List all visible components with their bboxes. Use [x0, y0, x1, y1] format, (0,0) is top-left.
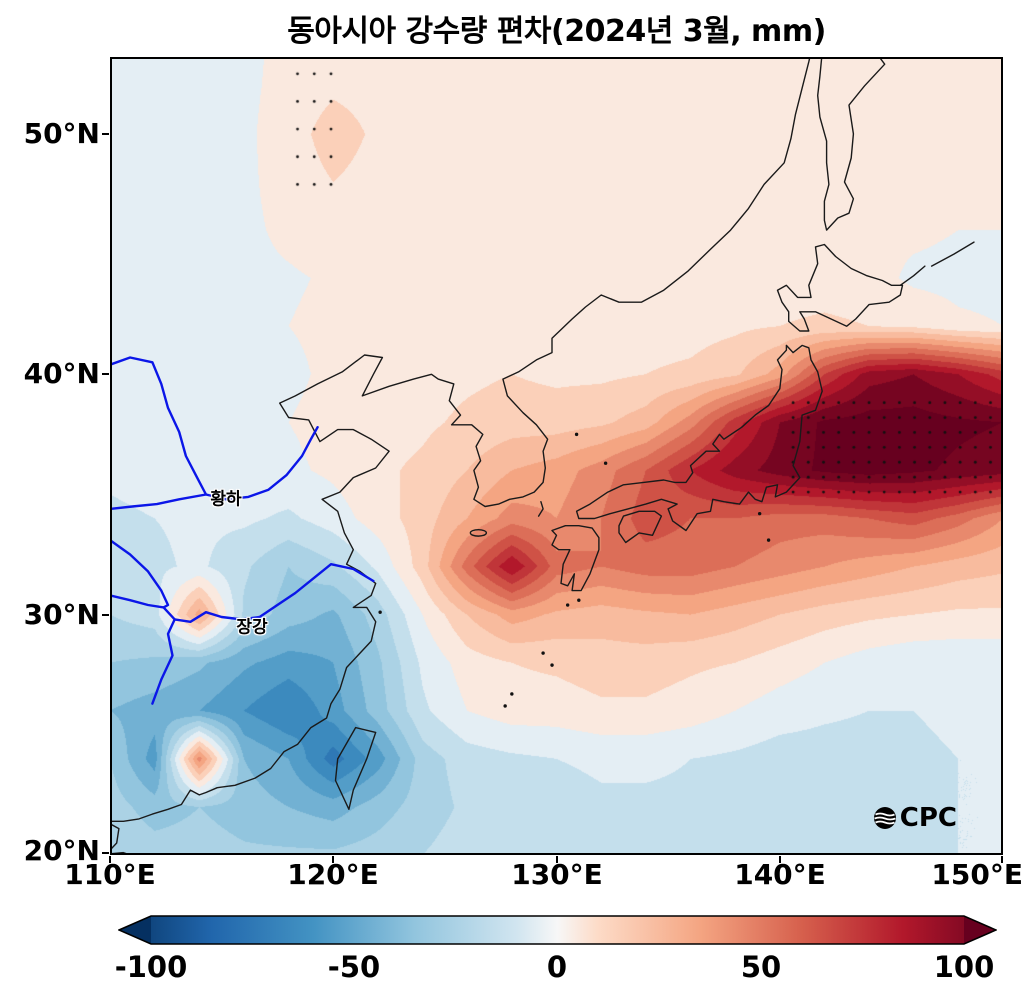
ytick-40n: 40°N [23, 357, 100, 390]
xtickmark [109, 856, 111, 863]
xtick-140e: 140°E [734, 858, 826, 891]
ytickmark [102, 614, 109, 616]
colorbar-left-arrow [119, 916, 151, 944]
xtick-110e: 110°E [64, 858, 156, 891]
coastlines-rivers-overlay [110, 57, 975, 855]
xtick-120e: 120°E [287, 858, 379, 891]
cbar-tick-neg100: -100 [114, 950, 188, 984]
xtickmark [332, 856, 334, 863]
ytick-30n: 30°N [23, 598, 100, 631]
cbar-tick-neg50: -50 [327, 950, 381, 984]
cpc-globe-icon [873, 807, 896, 829]
colorbar [117, 915, 998, 945]
ytick-20n: 20°N [23, 834, 100, 867]
map-plot: 황하 장강 CPC [110, 57, 1003, 855]
xtickmark [556, 856, 558, 863]
chart-title: 동아시아 강수량 편차(2024년 3월, mm) [287, 14, 826, 49]
river-label-yangtze-river: 장강 [236, 617, 268, 638]
ytickmark [102, 852, 109, 854]
ytickmark [102, 133, 109, 135]
ytickmark [102, 373, 109, 375]
colorbar-right-arrow [964, 916, 996, 944]
cbar-tick-0: 0 [546, 950, 568, 984]
river-label-yellow-river: 황하 [210, 489, 242, 510]
cpc-logo-text: CPC [899, 803, 957, 833]
precipitation-anomaly-heatmap [110, 57, 1003, 855]
colorbar-svg [117, 915, 998, 945]
ytick-50n: 50°N [23, 117, 100, 150]
cbar-tick-50: 50 [740, 950, 782, 984]
xtickmark [1001, 856, 1003, 863]
cbar-tick-100: 100 [933, 950, 995, 984]
xtick-130e: 130°E [511, 858, 603, 891]
colorbar-gradient [151, 916, 964, 944]
xtickmark [779, 856, 781, 863]
xtick-150e: 150°E [931, 858, 1023, 891]
cpc-logo: CPC [873, 803, 957, 833]
colorbar-outline [117, 915, 998, 945]
